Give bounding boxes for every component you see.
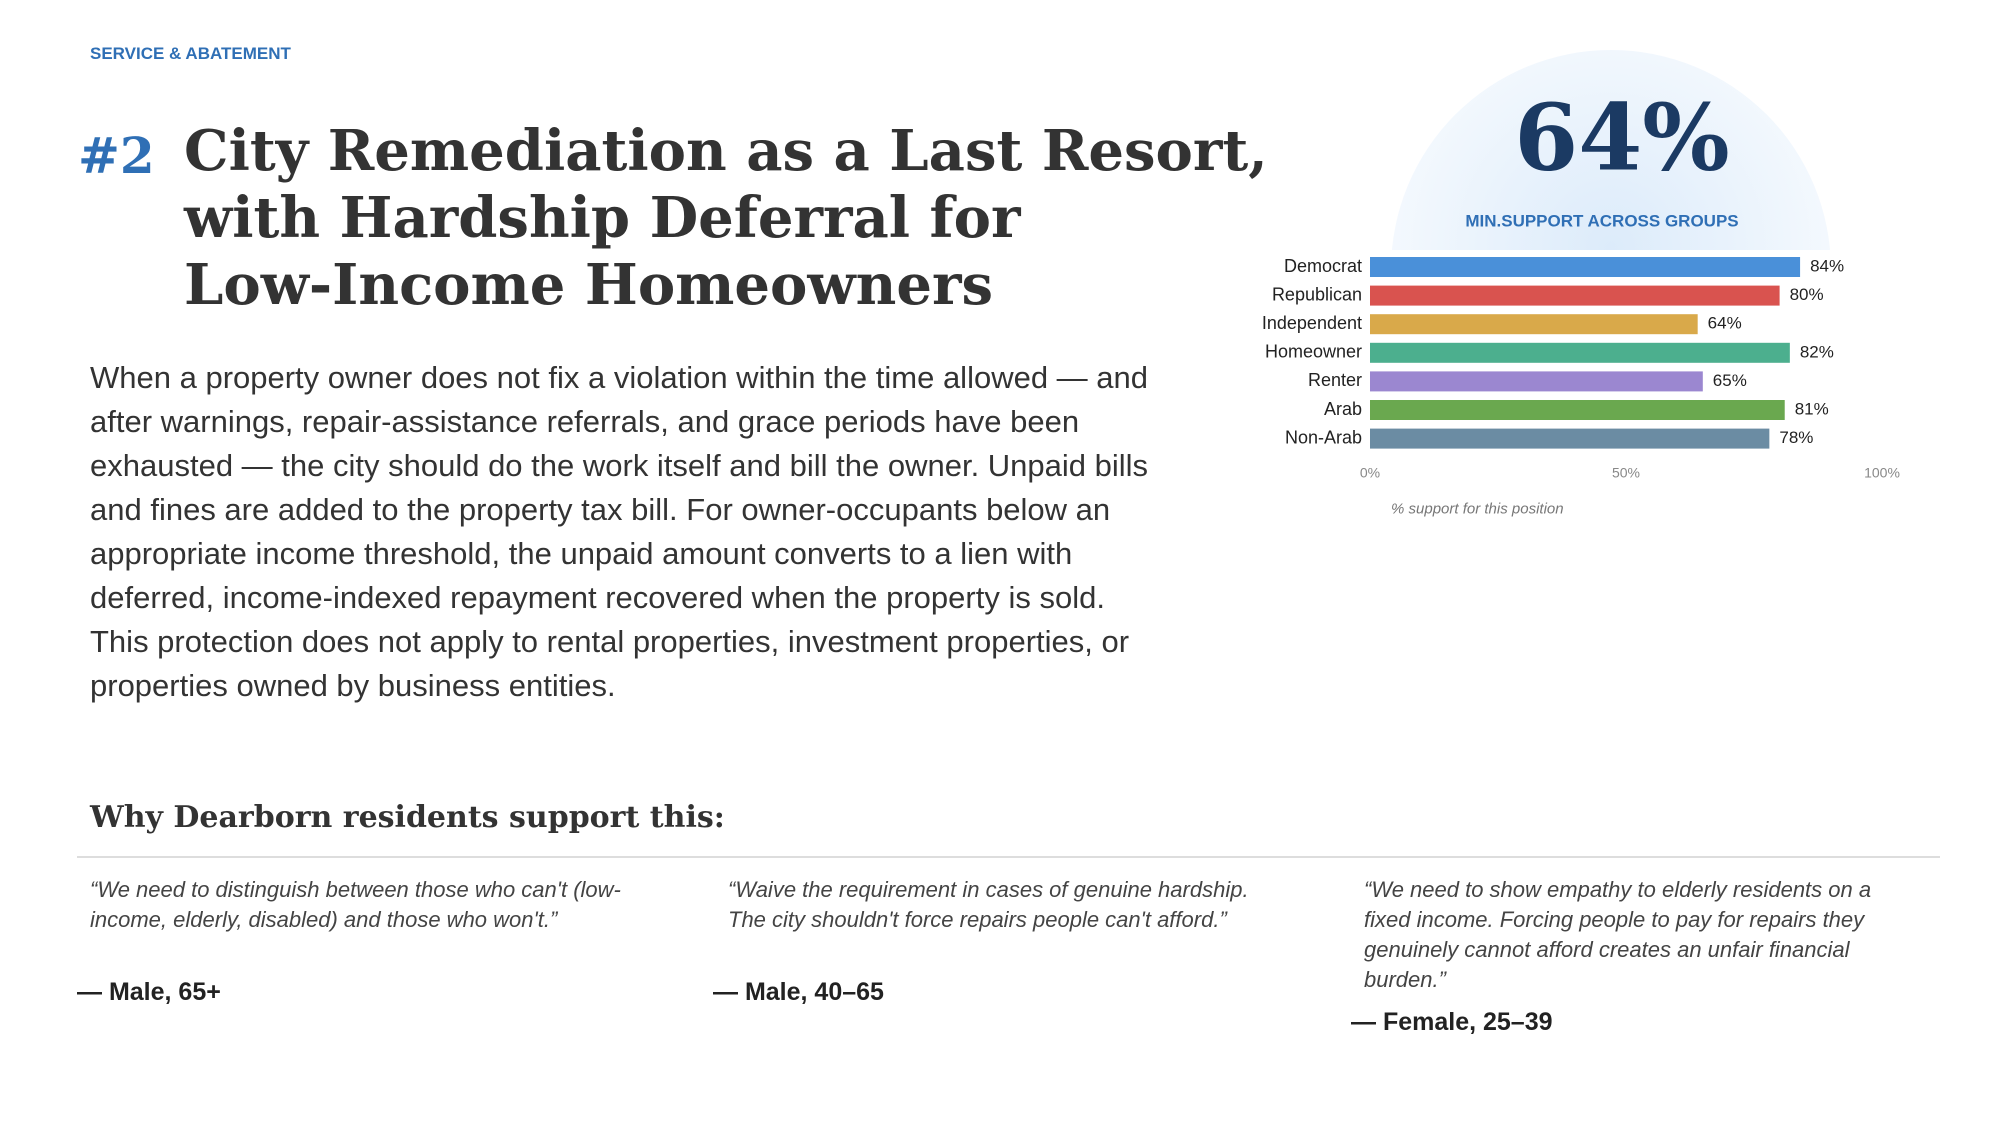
plot: Democrat 84% Republican 80% Independent 64% Ho… — [1262, 256, 1900, 518]
item-number: #2 — [78, 126, 155, 185]
category-label: Renter — [1308, 370, 1362, 390]
value-label: 78% — [1779, 428, 1813, 447]
value-label: 65% — [1713, 371, 1747, 390]
x-tick-label: 0% — [1360, 464, 1380, 480]
value-label: 64% — [1708, 314, 1742, 333]
quote-author: — Male, 65+ — [77, 978, 221, 1006]
section-label: SERVICE & ABATEMENT — [90, 44, 291, 63]
quote-author: — Female, 25–39 — [1351, 1008, 1553, 1036]
title-line: Low-Income Homeowners — [184, 252, 993, 318]
bar — [1370, 371, 1703, 392]
quote: “We need to distinguish between those wh… — [90, 877, 621, 932]
category-label: Democrat — [1284, 256, 1362, 276]
category-label: Arab — [1324, 399, 1362, 419]
title: City Remediation as a Last Resort, with … — [184, 118, 1268, 319]
bar — [1370, 342, 1790, 363]
bar — [1370, 428, 1770, 449]
x-tick-label: 100% — [1864, 464, 1900, 480]
quotes-heading: Why Dearborn residents support this: — [90, 800, 725, 835]
bar — [1370, 285, 1780, 306]
quote: “We need to show empathy to elderly resi… — [1364, 877, 1872, 992]
headline-label: MIN.SUPPORT ACROSS GROUPS — [1465, 211, 1738, 230]
title-line: with Hardship Deferral for — [184, 185, 1021, 251]
divider — [77, 856, 1940, 858]
headline-stat: 64% — [1514, 84, 1729, 192]
value-label: 81% — [1795, 399, 1829, 418]
bar — [1370, 257, 1801, 277]
x-tick-label: 50% — [1612, 464, 1640, 480]
x-axis-label: % support for this position — [1391, 501, 1564, 518]
body-text: When a property owner does not fix a vio… — [90, 360, 1149, 703]
chart: 64% MIN.SUPPORT ACROSS GROUPS Democrat 84… — [1240, 50, 2000, 560]
value-label: 84% — [1810, 256, 1844, 275]
quote: “Waive the requirement in cases of genui… — [728, 877, 1249, 932]
bar — [1370, 400, 1785, 420]
category-label: Non-Arab — [1285, 427, 1362, 447]
value-label: 80% — [1790, 285, 1824, 304]
category-label: Independent — [1262, 313, 1362, 333]
category-label: Republican — [1272, 284, 1362, 304]
quote-author: — Male, 40–65 — [713, 978, 884, 1006]
category-label: Homeowner — [1265, 342, 1362, 362]
title-line: City Remediation as a Last Resort, — [184, 118, 1268, 184]
bar — [1370, 314, 1698, 335]
value-label: 82% — [1800, 342, 1834, 361]
